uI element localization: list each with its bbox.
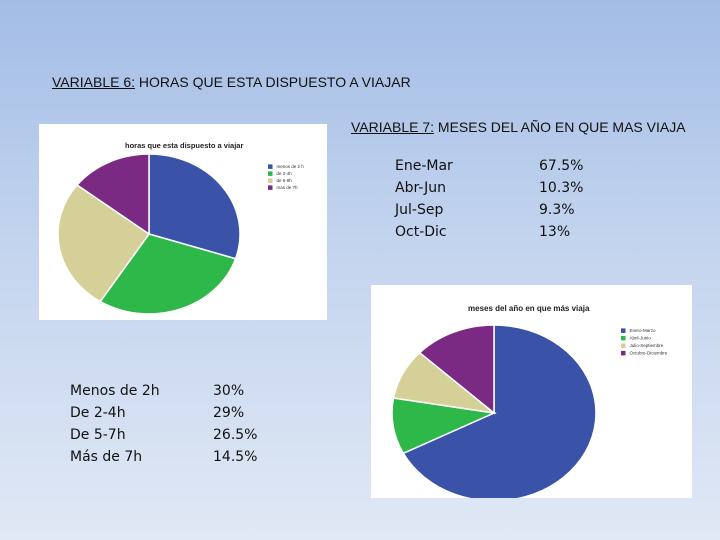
pie-slice-1-1 [148, 153, 241, 260]
chart2-legend: Enero-Marzo Abril-Junio Julio-Septiembre Oc… [621, 328, 668, 356]
variable7-heading: VARIABLE 7: MESES DEL AÑO EN QUE MAS VIA… [351, 119, 686, 135]
v6-label: De 2-4h [70, 405, 126, 421]
legend-swatch-1-1 [268, 164, 273, 169]
v6-label: Más de 7h [70, 449, 143, 465]
pie-slice-1-3 [57, 183, 151, 303]
v6-label: De 5-7h [70, 427, 126, 443]
legend-label-2-4: Octubre-Diciembre [630, 351, 668, 356]
legend-swatch-2-2 [621, 335, 626, 341]
legend-label-2-1: Enero-Marzo [630, 328, 657, 333]
legend-swatch-1-3 [268, 178, 273, 183]
legend-label-1-4: mas de 7h [277, 185, 299, 190]
v7-value: 13% [539, 224, 571, 240]
variable6-labels: Menos de 2h De 2-4h De 5-7h Más de 7h [70, 380, 160, 468]
chart1-title: horas que esta dispuesto a viajar [125, 141, 243, 150]
variable6-text: HORAS QUE ESTA DISPUESTO A VIAJAR [138, 74, 411, 90]
v7-value: 10.3% [539, 180, 584, 196]
v7-label: Jul-Sep [395, 202, 444, 218]
variable6-key: VARIABLE 6: [52, 74, 136, 90]
chart1-legend: menos de 2 h de 2-4h de 6-8h mas de 7h [268, 164, 304, 190]
legend-label-2-3: Julio-Septiembre [630, 343, 664, 348]
chart2-slices [391, 324, 597, 498]
v6-value: 14.5% [213, 449, 258, 465]
variable7-text: MESES DEL AÑO EN QUE MAS VIAJA [437, 119, 686, 135]
variable6-values: 30% 29% 26.5% 14.5% [213, 380, 257, 468]
legend-label-2-2: Abril-Junio [630, 336, 652, 341]
v7-label: Abr-Jun [395, 180, 447, 196]
legend-swatch-2-3 [621, 343, 626, 348]
months-pie-svg: meses del año en que más viaja Enero-Mar… [391, 304, 668, 498]
v7-label: Ene-Mar [395, 158, 453, 174]
v6-value: 30% [213, 383, 245, 399]
v6-value: 29% [213, 405, 245, 421]
hours-pie-svg: horas que esta dispuesto a viajar menos … [57, 141, 304, 315]
pie-slice-2-4 [418, 324, 495, 415]
variable6-heading: VARIABLE 6: HORAS QUE ESTA DISPUESTO A V… [52, 74, 411, 90]
variable7-key: VARIABLE 7: [351, 119, 435, 135]
v6-label: Menos de 2h [70, 383, 160, 399]
months-pie-chart: meses del año en que más viaja Enero-Mar… [371, 285, 692, 498]
legend-swatch-1-4 [268, 185, 273, 190]
v6-value: 26.5% [213, 427, 258, 443]
hours-pie-chart: horas que esta dispuesto a viajar menos … [39, 124, 327, 320]
pie-slice-2-1 [402, 324, 597, 498]
legend-label-1-1: menos de 2 h [277, 164, 305, 169]
chart2-title: meses del año en que más viaja [468, 304, 590, 313]
variable7-labels: Ene-Mar Abr-Jun Jul-Sep Oct-Dic [395, 155, 453, 243]
v7-value: 67.5% [539, 158, 584, 174]
legend-swatch-2-1 [621, 328, 626, 333]
v7-value: 9.3% [539, 202, 575, 218]
legend-label-1-2: de 2-4h [277, 171, 293, 176]
legend-swatch-2-4 [621, 350, 626, 356]
variable7-values: 67.5% 10.3% 9.3% 13% [539, 155, 583, 243]
chart1-slices [57, 153, 241, 315]
v7-label: Oct-Dic [395, 224, 447, 240]
pie-slice-1-2 [99, 233, 237, 315]
legend-swatch-1-2 [268, 171, 273, 176]
pie-slice-1-4 [75, 153, 150, 236]
legend-label-1-3: de 6-8h [277, 178, 293, 183]
